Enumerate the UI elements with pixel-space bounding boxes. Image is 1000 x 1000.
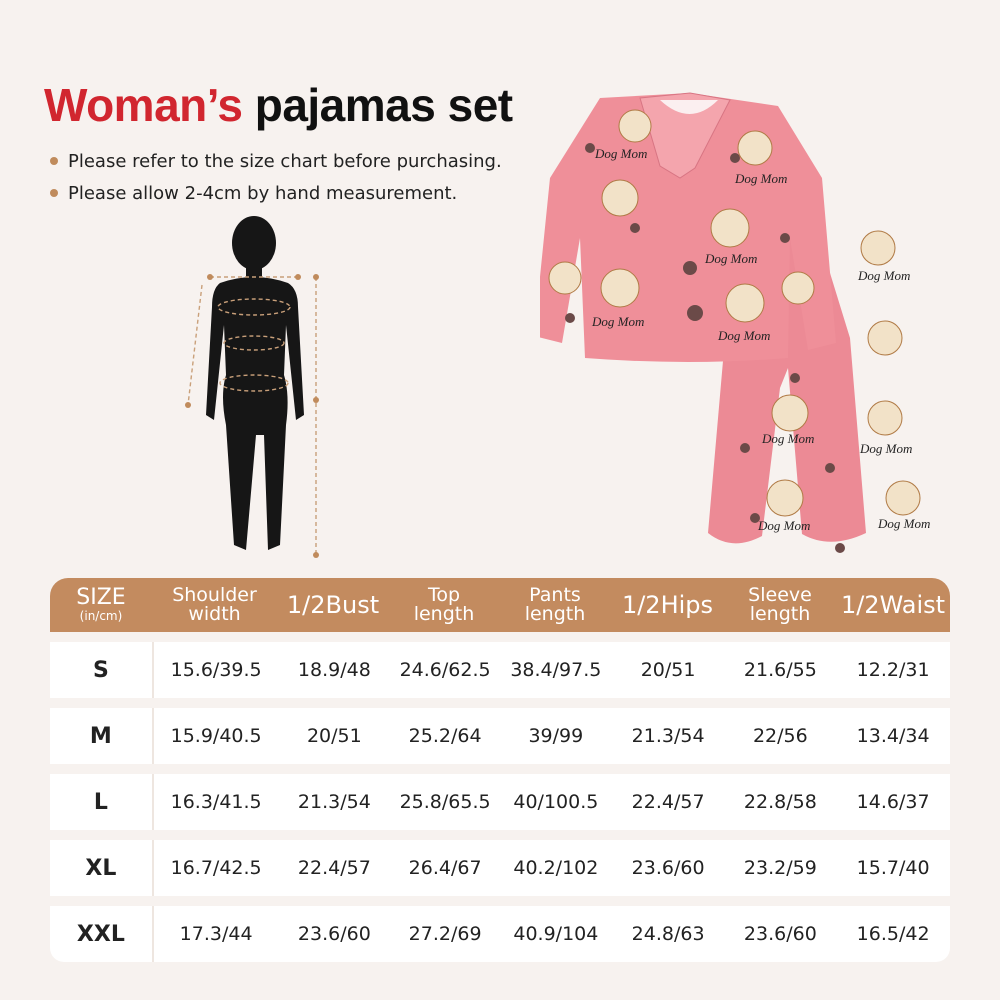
svg-text:Dog Mom: Dog Mom [877,516,930,531]
size-label: L [50,774,154,830]
svg-text:Dog Mom: Dog Mom [591,314,644,329]
svg-text:Dog Mom: Dog Mom [757,518,810,533]
size-label: XXL [50,906,154,962]
table-cell: 21.3/54 [297,791,371,813]
svg-text:Dog Mom: Dog Mom [857,268,910,283]
pajama-set-image: Dog Mom Dog Mom Dog Mom Dog Mom Dog Mom … [540,92,930,553]
table-cell: 17.3/44 [179,923,253,945]
table-cell: 25.8/65.5 [399,791,491,813]
table-cell: 40/100.5 [513,791,599,813]
svg-text:Dog Mom: Dog Mom [859,441,912,456]
body-silhouette-icon [185,216,319,558]
header-top-length: Top length [413,584,475,625]
print-text: Dog Mom [594,146,647,161]
table-cell: 22.4/57 [297,857,371,879]
header-size: SIZE (in/cm) [76,585,126,624]
size-label: M [50,708,154,764]
note-item: Please refer to the size chart before pu… [50,145,502,177]
table-cell: 24.6/62.5 [399,659,491,681]
table-cell: 22.4/57 [631,791,705,813]
header-waist: 1/2Waist [840,590,946,619]
table-row: S 15.6/39.5 18.9/48 24.6/62.5 38.4/97.5 20/51… [50,642,950,698]
table-cell: 16.5/42 [856,923,930,945]
table-cell: 15.7/40 [856,857,930,879]
svg-text:Dog Mom: Dog Mom [717,328,770,343]
header-bust: 1/2Bust [286,590,380,619]
table-cell: 40.2/102 [513,857,599,879]
table-row: M 15.9/40.5 20/51 25.2/64 39/99 21.3/54 22/56 1… [50,708,950,764]
table-cell: 23.6/60 [297,923,371,945]
bullet-icon [50,189,58,197]
svg-text:Dog Mom: Dog Mom [761,431,814,446]
table-cell: 23.6/60 [631,857,705,879]
table-cell: 12.2/31 [856,659,930,681]
bullet-icon [50,157,58,165]
table-cell: 16.7/42.5 [170,857,262,879]
table-cell: 21.3/54 [631,725,705,747]
header-shoulder-width: Shoulder width [172,584,257,625]
svg-text:Dog Mom: Dog Mom [734,171,787,186]
table-cell: 26.4/67 [408,857,482,879]
table-row: XXL 17.3/44 23.6/60 27.2/69 40.9/104 24.8/63 2… [50,906,950,962]
table-cell: 21.6/55 [743,659,817,681]
size-label: S [50,642,154,698]
table-row: L 16.3/41.5 21.3/54 25.8/65.5 40/100.5 22.4/5… [50,774,950,830]
header-sleeve-length: Sleeve length [748,584,812,625]
table-cell: 23.6/60 [743,923,817,945]
table-cell: 22/56 [752,725,808,747]
header-pants-length: Pants length [524,584,586,625]
table-cell: 15.9/40.5 [170,725,262,747]
svg-text:Dog Mom: Dog Mom [704,251,757,266]
table-cell: 16.3/41.5 [170,791,262,813]
table-row: XL 16.7/42.5 22.4/57 26.4/67 40.2/102 23.6/60… [50,840,950,896]
page-title: Woman’s pajamas set [44,79,513,131]
table-cell: 40.9/104 [513,923,599,945]
table-cell: 39/99 [528,725,584,747]
table-cell: 38.4/97.5 [510,659,602,681]
table-cell: 25.2/64 [408,725,482,747]
table-cell: 27.2/69 [408,923,482,945]
note-item: Please allow 2-4cm by hand measurement. [50,177,502,209]
header-hips: 1/2Hips [621,590,714,619]
table-cell: 18.9/48 [297,659,371,681]
table-cell: 13.4/34 [856,725,930,747]
table-cell: 15.6/39.5 [170,659,262,681]
table-cell: 20/51 [306,725,362,747]
table-header: SIZE (in/cm) Shoulder width 1/2Bust Top len… [50,578,950,632]
size-chart-table: SIZE (in/cm) Shoulder width 1/2Bust Top len… [50,578,950,962]
notes-list: Please refer to the size chart before pu… [50,145,502,209]
table-cell: 23.2/59 [743,857,817,879]
size-label: XL [50,840,154,896]
table-cell: 20/51 [640,659,696,681]
table-cell: 22.8/58 [743,791,817,813]
table-cell: 24.8/63 [631,923,705,945]
table-cell: 14.6/37 [856,791,930,813]
